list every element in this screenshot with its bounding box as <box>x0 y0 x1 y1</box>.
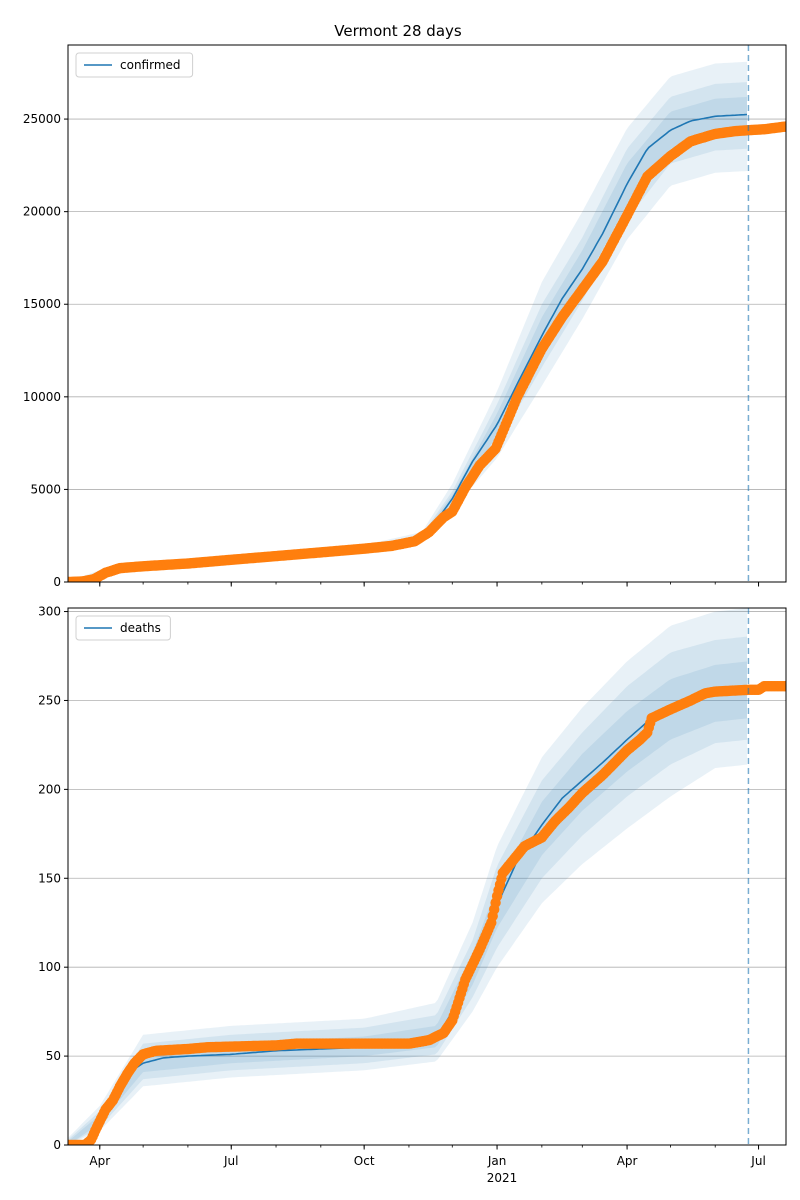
axes-frame <box>67 44 787 583</box>
legend-box <box>75 615 171 641</box>
legend-label: confirmed <box>120 58 181 72</box>
y-tick-label: 300 <box>38 605 61 619</box>
plot-area <box>68 608 786 1145</box>
y-tick-label: 250 <box>38 693 61 707</box>
y-tick-label: 150 <box>38 871 61 885</box>
x-tick-label: Oct <box>354 1154 375 1168</box>
observed-point <box>780 681 786 692</box>
y-tick-label: 200 <box>38 782 61 796</box>
x-tick-label: Apr <box>89 1154 110 1168</box>
plot-area <box>68 61 786 582</box>
y-tick-label: 10000 <box>23 390 61 404</box>
observed-point <box>780 121 786 132</box>
x-tick-label: Jul <box>750 1154 765 1168</box>
x-tick-label: Apr <box>617 1154 638 1168</box>
legend: confirmed <box>75 52 194 78</box>
y-tick-label: 20000 <box>23 205 61 219</box>
y-tick-label: 0 <box>53 1138 61 1152</box>
y-tick-label: 100 <box>38 960 61 974</box>
axes-frame <box>67 607 787 1146</box>
uncertainty-band <box>68 661 747 1145</box>
uncertainty-band <box>68 96 747 582</box>
uncertainty-band <box>68 82 747 582</box>
chart-title: Vermont 28 days <box>334 22 462 40</box>
y-tick-label: 25000 <box>23 112 61 126</box>
legend-box <box>75 52 194 78</box>
deaths-panel: 0 50 100 150 200 250 300 Apr Jul Oct Jan Apr Jul deat… <box>38 605 787 1168</box>
uncertainty-band <box>68 61 747 582</box>
x-tick-label: Jan <box>487 1154 507 1168</box>
confirmed-panel: 0 5000 10000 15000 20000 25000 confirmed <box>23 44 787 589</box>
y-tick-label: 0 <box>53 575 61 589</box>
legend: deaths <box>75 615 171 641</box>
x-axis-year-label: 2021 <box>487 1171 518 1185</box>
uncertainty-band <box>68 636 747 1145</box>
y-tick-label: 50 <box>46 1049 61 1063</box>
legend-label: deaths <box>120 621 161 635</box>
x-tick-label: Jul <box>223 1154 238 1168</box>
y-tick-label: 5000 <box>30 482 61 496</box>
y-tick-label: 15000 <box>23 297 61 311</box>
uncertainty-band <box>68 608 747 1145</box>
